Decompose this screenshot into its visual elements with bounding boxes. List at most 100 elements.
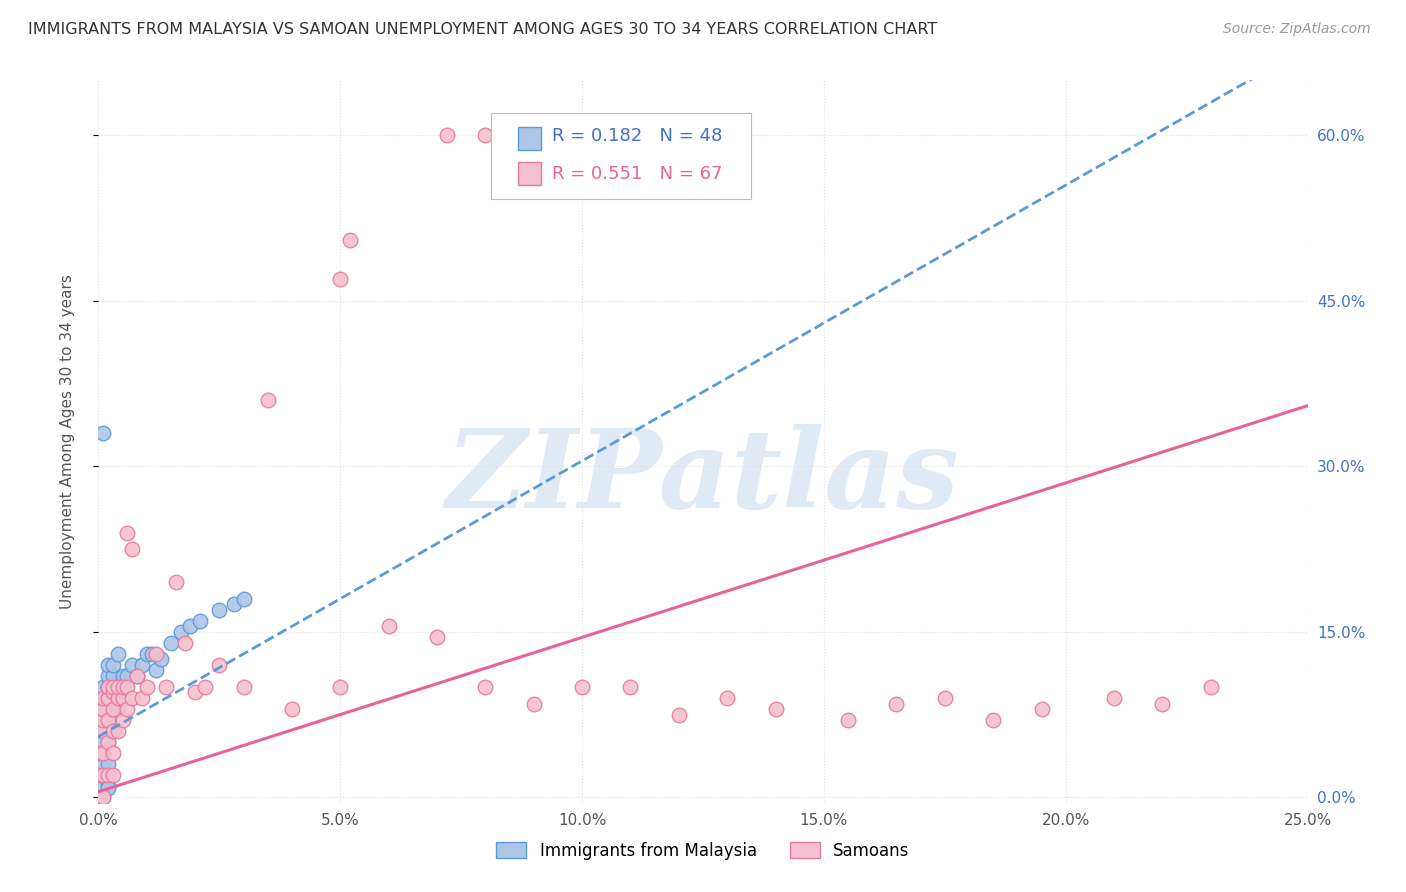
Point [174, 636, 197, 650]
Point [121, 657, 143, 672]
Point [91, 426, 114, 441]
Point [91, 691, 114, 706]
Point [131, 691, 153, 706]
Point [91, 790, 114, 805]
Point [97, 680, 120, 694]
Point [107, 691, 129, 706]
Point [208, 603, 231, 617]
Point [184, 685, 207, 699]
Point [101, 669, 124, 683]
Point [111, 691, 134, 706]
Point [117, 525, 139, 540]
Point [127, 669, 149, 683]
Point [111, 680, 134, 694]
Point [107, 724, 129, 739]
Text: R = 0.551   N = 67: R = 0.551 N = 67 [551, 165, 723, 183]
Point [101, 685, 124, 699]
Point [101, 680, 124, 694]
Point [1102, 691, 1125, 706]
Point [101, 702, 124, 716]
Point [222, 597, 245, 611]
Point [256, 393, 278, 408]
Point [97, 781, 120, 796]
Point [117, 680, 139, 694]
Point [232, 591, 254, 606]
Point [101, 724, 124, 739]
Point [101, 657, 124, 672]
Point [436, 128, 458, 143]
Point [91, 691, 114, 706]
Point [97, 779, 120, 793]
Point [165, 575, 187, 590]
Point [179, 619, 201, 633]
Point [194, 680, 217, 694]
Point [107, 680, 129, 694]
Point [97, 768, 120, 782]
Point [1199, 680, 1222, 694]
Point [135, 680, 157, 694]
Point [117, 669, 139, 683]
Point [107, 702, 129, 716]
Point [111, 713, 134, 727]
Point [91, 746, 114, 760]
Point [571, 680, 593, 694]
Point [619, 680, 641, 694]
Point [107, 680, 129, 694]
Point [934, 691, 956, 706]
Point [1031, 702, 1053, 716]
Point [97, 757, 120, 772]
Point [101, 702, 124, 716]
Point [91, 768, 114, 782]
Point [97, 691, 120, 706]
Point [101, 680, 124, 694]
Point [981, 713, 1004, 727]
Point [232, 680, 254, 694]
Point [97, 657, 120, 672]
Point [131, 657, 153, 672]
Point [101, 724, 124, 739]
Point [765, 702, 787, 716]
Point [837, 713, 859, 727]
Point [474, 680, 496, 694]
Point [91, 713, 114, 727]
Point [121, 542, 143, 557]
Point [87, 768, 110, 782]
Point [188, 614, 211, 628]
Point [91, 757, 114, 772]
Legend: Immigrants from Malaysia, Samoans: Immigrants from Malaysia, Samoans [489, 836, 917, 867]
Point [474, 128, 496, 143]
Bar [517, 161, 541, 185]
Point [91, 724, 114, 739]
Point [91, 779, 114, 793]
Point [127, 669, 149, 683]
Point [668, 707, 690, 722]
FancyBboxPatch shape [492, 112, 751, 200]
Point [523, 697, 546, 711]
Point [150, 652, 173, 666]
Point [111, 691, 134, 706]
Text: ZIPatlas: ZIPatlas [446, 424, 960, 532]
Point [97, 713, 120, 727]
Point [121, 691, 143, 706]
Point [135, 647, 157, 661]
Point [87, 746, 110, 760]
Point [91, 680, 114, 694]
Point [117, 702, 139, 716]
Text: IMMIGRANTS FROM MALAYSIA VS SAMOAN UNEMPLOYMENT AMONG AGES 30 TO 34 YEARS CORREL: IMMIGRANTS FROM MALAYSIA VS SAMOAN UNEMP… [28, 22, 938, 37]
Point [97, 735, 120, 749]
Point [97, 680, 120, 694]
Bar [517, 127, 541, 151]
Text: R = 0.182   N = 48: R = 0.182 N = 48 [551, 127, 723, 145]
Point [97, 669, 120, 683]
Point [1152, 697, 1174, 711]
Point [91, 702, 114, 716]
Point [87, 790, 110, 805]
Point [716, 691, 738, 706]
Point [169, 624, 191, 639]
Point [329, 272, 352, 286]
Point [107, 647, 129, 661]
Point [91, 713, 114, 727]
Point [91, 768, 114, 782]
Point [208, 657, 231, 672]
Point [87, 768, 110, 782]
